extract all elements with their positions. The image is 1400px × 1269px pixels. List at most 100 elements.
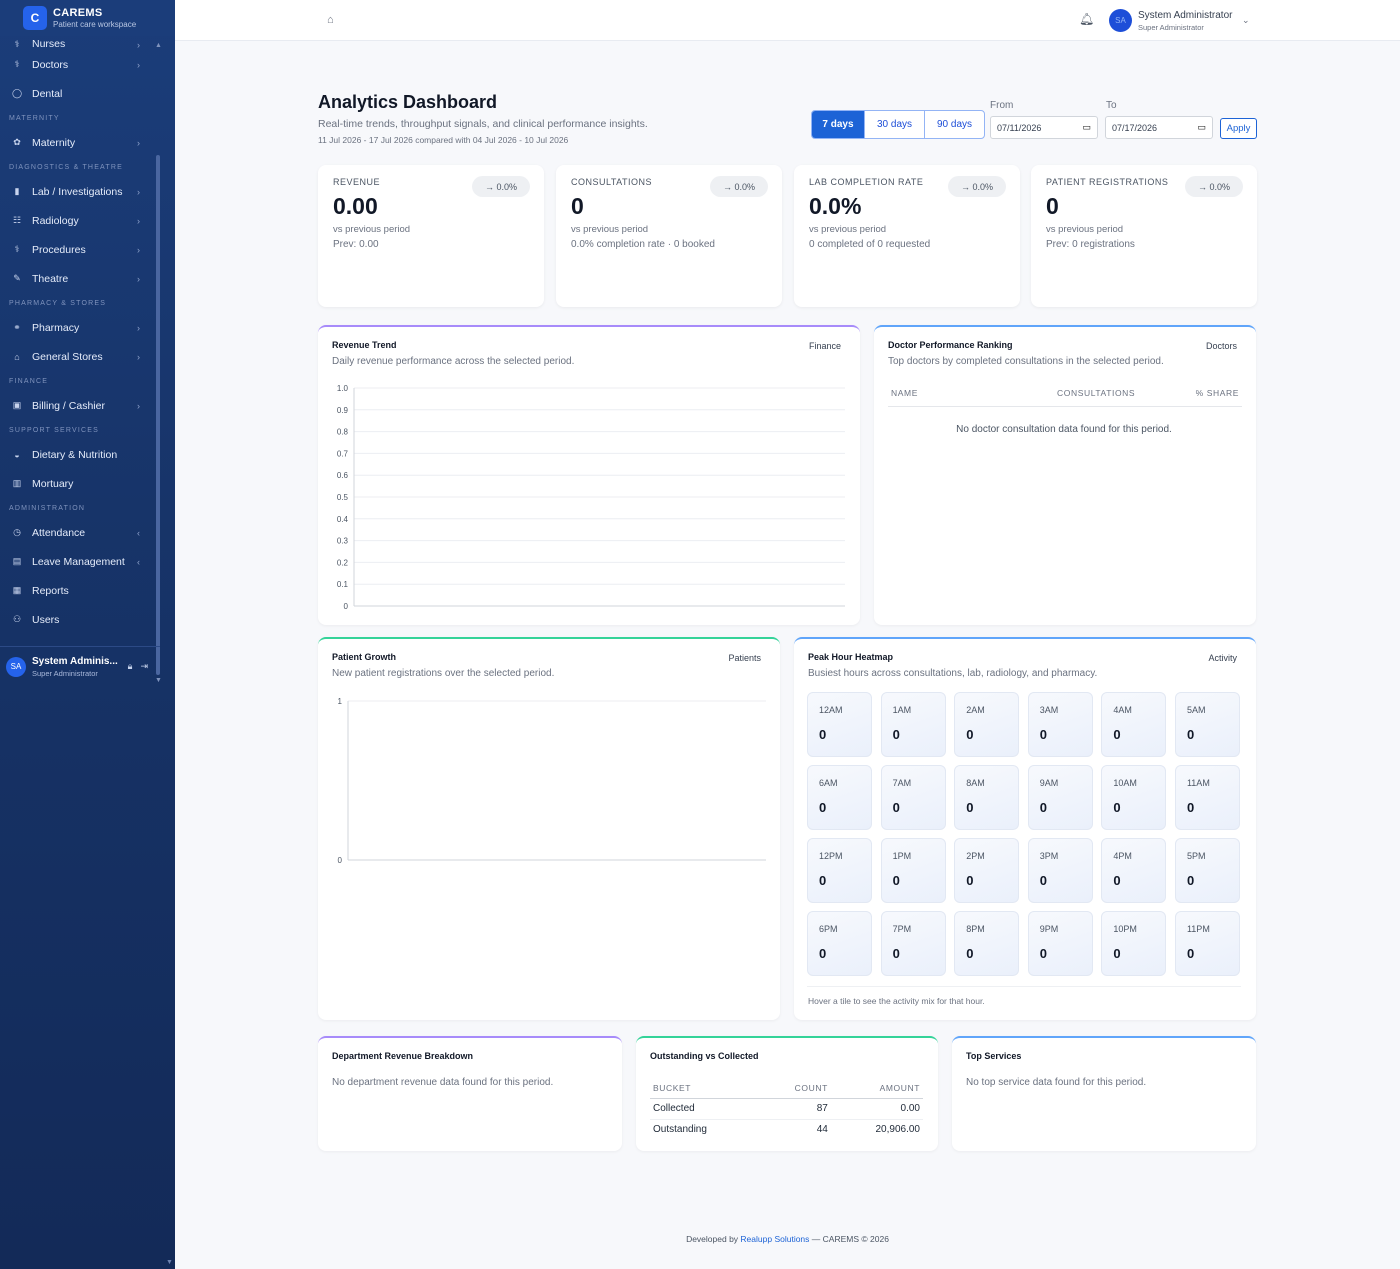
heatmap-tile[interactable]: 1PM 0 [880, 838, 946, 903]
sidebar: ⚕ Nurses › ⚕ Doctors › ◯ Dental MATERNITY ✿ Matern… [0, 0, 175, 1269]
sidebar-item-label: General Stores [32, 350, 103, 363]
sidebar-item-stores[interactable]: ⌂ General Stores › [0, 342, 160, 371]
heatmap-tile[interactable]: 2AM 0 [954, 692, 1020, 757]
heatmap-tile[interactable]: 8PM 0 [954, 911, 1020, 976]
sidebar-item-billing[interactable]: ▣ Billing / Cashier › [0, 391, 160, 420]
table-row: Outstanding 44 20,906.00 [650, 1119, 923, 1140]
brand[interactable]: C CAREMS Patient care workspace [0, 0, 175, 36]
period-7-days-button[interactable]: 7 days [812, 111, 865, 138]
heatmap-tile[interactable]: 5AM 0 [1174, 692, 1240, 757]
scroll-up-icon[interactable]: ▲ [155, 42, 162, 49]
from-date-value: 07/11/2026 [997, 122, 1042, 133]
sidebar-item-theatre[interactable]: ✎ Theatre › [0, 264, 160, 293]
sidebar-item-doctors[interactable]: ⚕ Doctors › [0, 50, 160, 79]
tile-value: 0 [819, 873, 827, 888]
column-header[interactable]: COUNT [759, 1078, 831, 1099]
kpi-label: CONSULTATIONS [571, 177, 653, 187]
heatmap-tile[interactable]: 9PM 0 [1027, 911, 1093, 976]
apply-button[interactable]: Apply [1220, 118, 1257, 139]
xray-icon: ☷ [12, 215, 22, 225]
user-menu[interactable]: System Administrator Super Administrator [1138, 10, 1232, 32]
tile-value: 0 [1113, 727, 1121, 742]
brand-name: CAREMS [53, 7, 103, 19]
avatar: SA [6, 656, 26, 677]
sidebar-item-leave[interactable]: ▤ Leave Management ‹ [0, 547, 160, 576]
panel-tag: Activity [1208, 653, 1237, 663]
tile-hour: 3PM [1039, 851, 1059, 861]
heatmap-tile[interactable]: 4AM 0 [1101, 692, 1167, 757]
chevron-down-icon[interactable]: ⌄ [1242, 15, 1250, 25]
to-label: To [1106, 100, 1117, 111]
building-icon: ▥ [12, 478, 22, 488]
tile-hour: 2AM [966, 705, 985, 715]
company-link[interactable]: Realupp Solutions [740, 1234, 810, 1244]
column-header[interactable]: AMOUNT [830, 1078, 923, 1099]
sidebar-item-dental[interactable]: ◯ Dental [0, 79, 160, 108]
column-header[interactable]: NAME [891, 388, 918, 398]
heatmap-tile[interactable]: 4PM 0 [1101, 838, 1167, 903]
heatmap-tile[interactable]: 11AM 0 [1174, 765, 1240, 830]
heatmap-tile[interactable]: 12PM 0 [807, 838, 872, 903]
avatar[interactable]: SA [1109, 9, 1132, 32]
period-30-days-button[interactable]: 30 days [865, 111, 925, 138]
heatmap-tile[interactable]: 3PM 0 [1027, 838, 1093, 903]
heatmap-tile[interactable]: 6PM 0 [807, 911, 872, 976]
chevron-right-icon: › [137, 244, 140, 255]
from-date-input[interactable]: 07/11/2026 ▭ [990, 116, 1098, 139]
sidebar-item-label: Radiology [32, 214, 79, 227]
to-date-input[interactable]: 07/17/2026 ▭ [1105, 116, 1213, 139]
sidebar-item-attendance[interactable]: ◷ Attendance ‹ [0, 518, 160, 547]
y-tick-label: 0.5 [337, 493, 349, 502]
heatmap-tile[interactable]: 10PM 0 [1101, 911, 1167, 976]
heatmap-tile[interactable]: 2PM 0 [954, 838, 1020, 903]
heatmap-tile[interactable]: 1AM 0 [880, 692, 946, 757]
empty-state: No doctor consultation data found for th… [956, 424, 1172, 435]
sidebar-item-radiology[interactable]: ☷ Radiology › [0, 206, 160, 235]
trend-badge: → 0.0% [471, 176, 530, 197]
lock-icon[interactable]: 🔒︎ [127, 661, 133, 671]
scalpel-icon: ✎ [13, 273, 21, 283]
logout-icon[interactable]: ⇥ [140, 661, 148, 671]
sidebar-item-nurses[interactable]: ⚕ Nurses › [0, 34, 160, 50]
sidebar-item-label: Nurses [32, 38, 66, 50]
heatmap-tile[interactable]: 8AM 0 [954, 765, 1020, 830]
heatmap-tile[interactable]: 10AM 0 [1101, 765, 1167, 830]
column-header[interactable]: BUCKET [650, 1078, 760, 1099]
sidebar-item-dietary[interactable]: ◒ Dietary & Nutrition [0, 440, 160, 469]
sidebar-scrollbar[interactable] [156, 155, 160, 675]
heatmap-tile[interactable]: 12AM 0 [807, 692, 872, 757]
heatmap-tile[interactable]: 11PM 0 [1174, 911, 1240, 976]
sidebar-item-mortuary[interactable]: ▥ Mortuary [0, 469, 160, 498]
heatmap-tile[interactable]: 6AM 0 [807, 765, 872, 830]
heatmap-tile[interactable]: 7PM 0 [880, 911, 946, 976]
sidebar-item-pharmacy[interactable]: ⚭ Pharmacy › [0, 313, 160, 342]
sidebar-item-maternity[interactable]: ✿ Maternity › [0, 128, 160, 157]
calendar-icon[interactable]: ▭ [1082, 122, 1091, 132]
scroll-down-icon[interactable]: ▼ [166, 1259, 173, 1266]
bell-icon[interactable]: 🔔︎ [1079, 12, 1095, 26]
empty-state: No department revenue data found for thi… [332, 1077, 554, 1088]
y-tick-label: 1.0 [337, 384, 349, 393]
heatmap-tile[interactable]: 9AM 0 [1027, 765, 1093, 830]
calendar-icon[interactable]: ▭ [1197, 122, 1206, 132]
count-cell: 87 [759, 1098, 831, 1120]
scroll-down-icon[interactable]: ▼ [155, 677, 162, 684]
sidebar-user-role: Super Administrator [32, 668, 98, 678]
tile-value: 0 [892, 800, 900, 815]
sidebar-item-lab[interactable]: ▮ Lab / Investigations › [0, 177, 160, 206]
sidebar-item-reports[interactable]: ▦ Reports [0, 576, 160, 605]
home-icon[interactable]: ⌂ [327, 14, 334, 26]
column-header[interactable]: CONSULTATIONS [1057, 388, 1136, 398]
kpi-previous: 0.0% completion rate · 0 booked [571, 239, 715, 250]
y-tick-label: 0.9 [337, 406, 349, 415]
sidebar-item-label: Theatre [32, 272, 69, 285]
column-header[interactable]: % SHARE [1195, 388, 1239, 398]
tile-value: 0 [1039, 946, 1048, 961]
period-90-days-button[interactable]: 90 days [936, 119, 973, 130]
y-tick-label: 0 [344, 602, 349, 611]
heatmap-tile[interactable]: 7AM 0 [880, 765, 946, 830]
heatmap-tile[interactable]: 5PM 0 [1174, 838, 1240, 903]
sidebar-item-procedures[interactable]: ⚕ Procedures › [0, 235, 160, 264]
heatmap-tile[interactable]: 3AM 0 [1027, 692, 1093, 757]
sidebar-item-users[interactable]: ⚇ Users [0, 605, 160, 634]
